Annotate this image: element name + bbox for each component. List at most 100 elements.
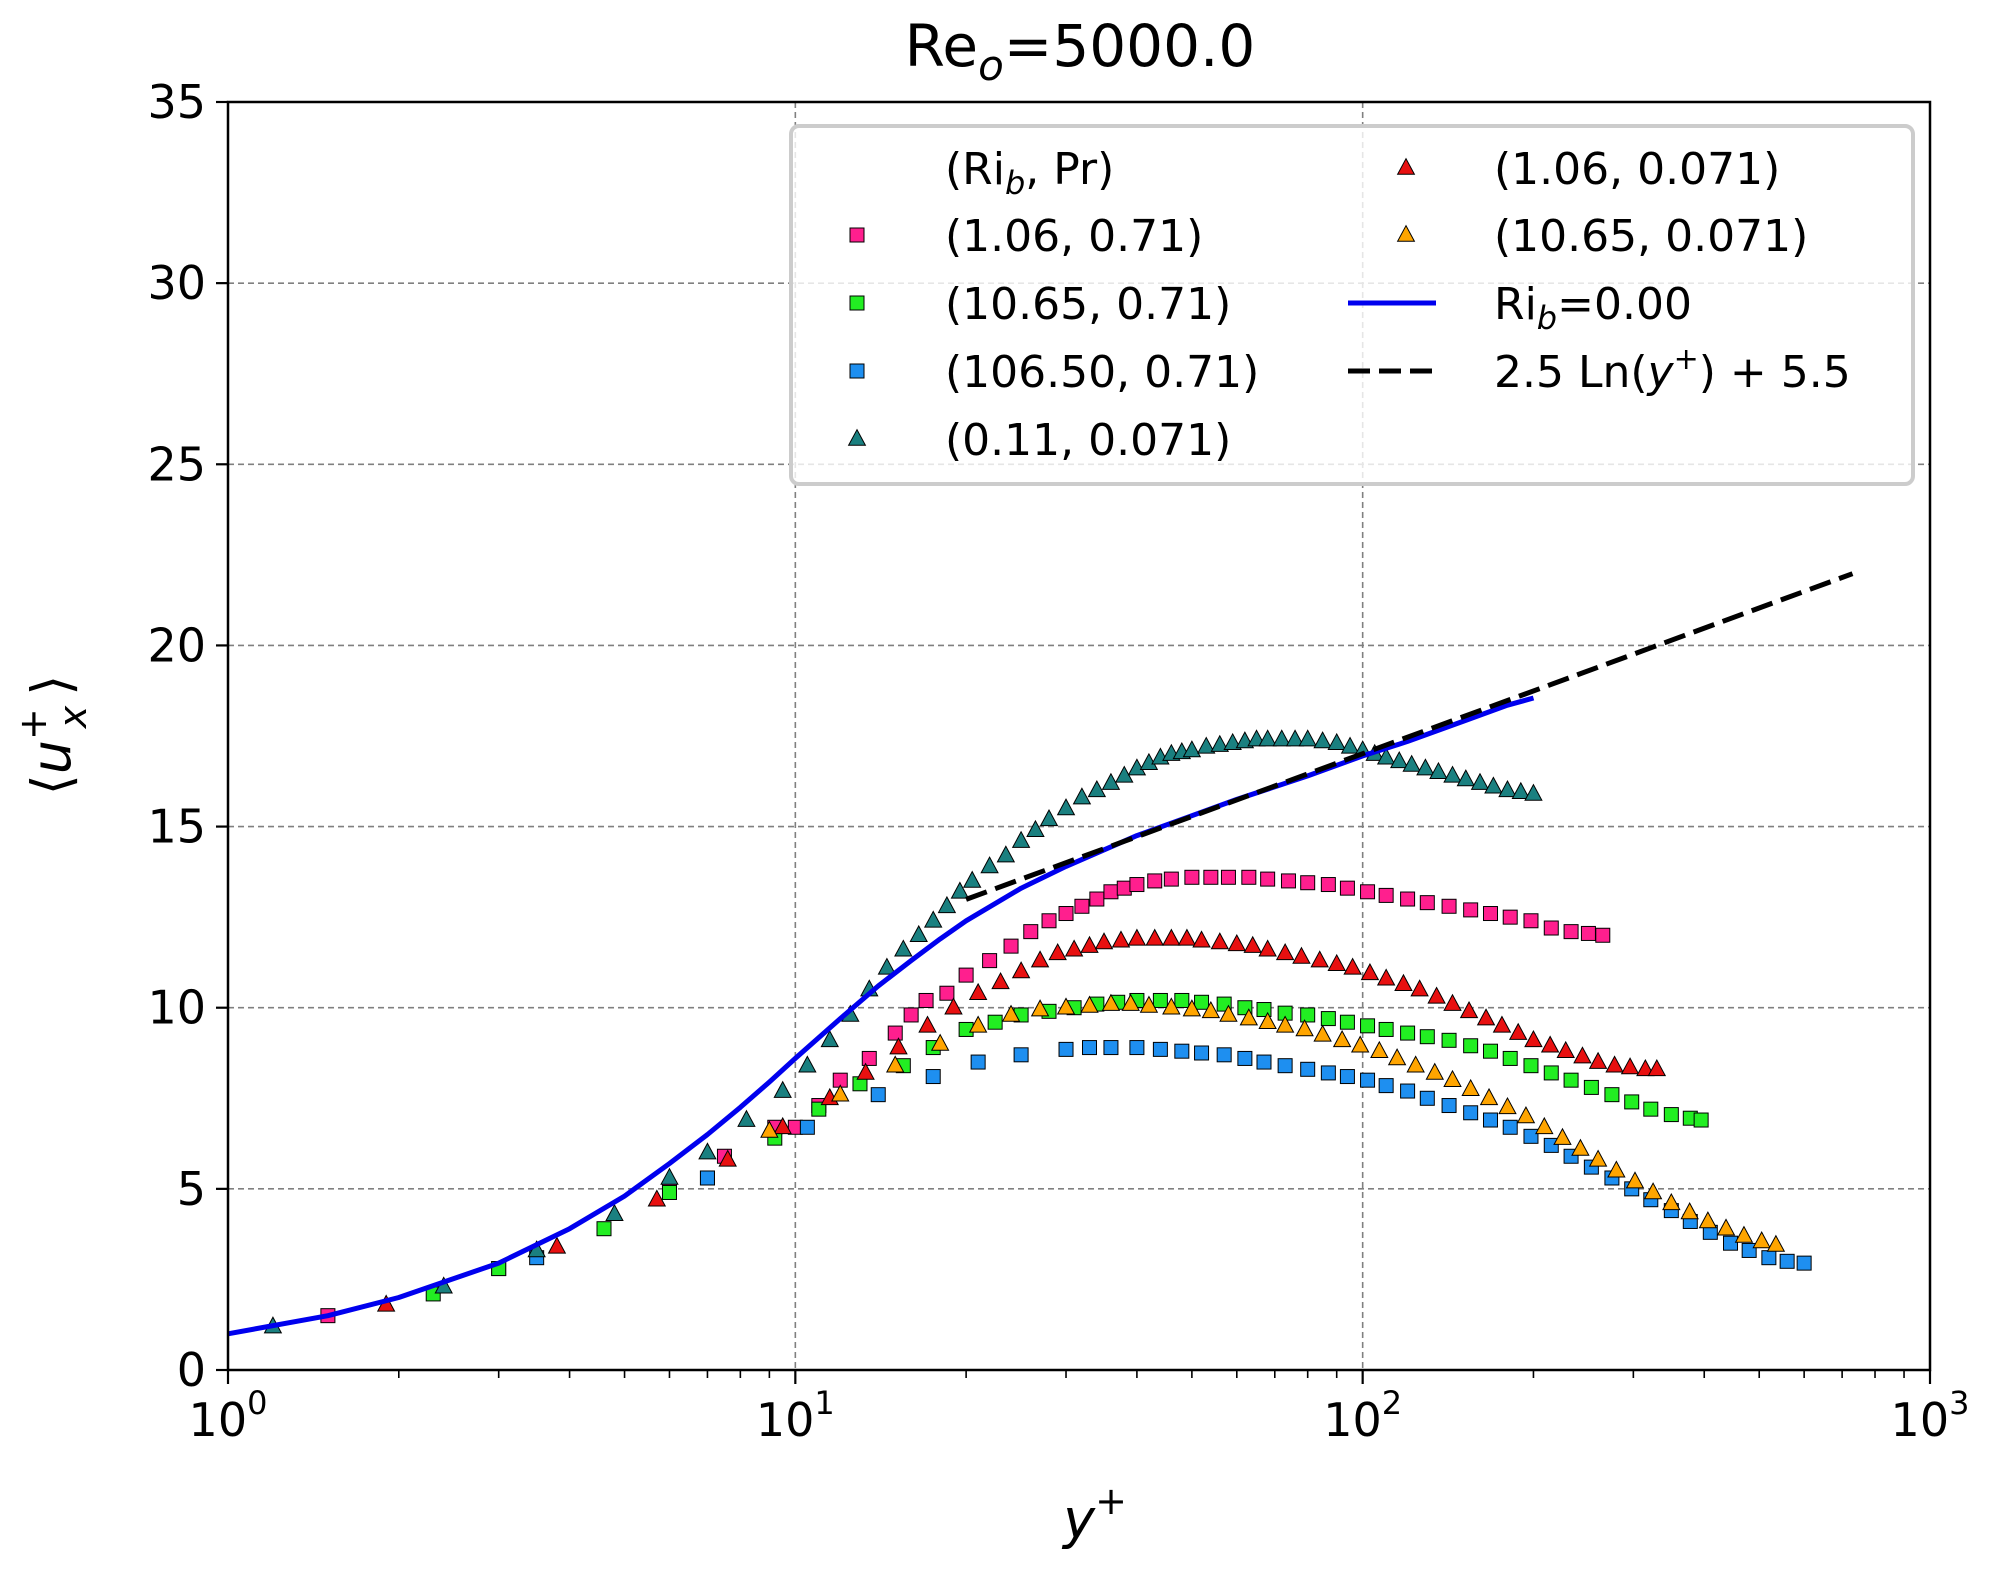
y-tick-label: 10 — [147, 981, 206, 1035]
data-point — [1129, 877, 1145, 893]
data-point — [547, 1236, 567, 1254]
x-tick-label: 100 — [189, 1384, 268, 1447]
data-point — [1741, 1242, 1757, 1258]
legend-marker — [849, 363, 865, 379]
data-point — [918, 1015, 937, 1033]
data-point — [1625, 1171, 1645, 1189]
legend-label: Rib=0.00 — [1494, 279, 1692, 337]
axes-layer: 0 5 10 15 20 25 30 35 100 101 102 103 — [147, 75, 1969, 1447]
data-point — [1556, 1040, 1575, 1058]
y-tick-label: 15 — [147, 800, 206, 854]
data-point — [887, 1025, 903, 1041]
data-point — [1013, 1047, 1029, 1063]
data-point — [1389, 751, 1409, 769]
log-law-line — [965, 571, 1854, 902]
y-axis-label-sub: x — [51, 705, 95, 729]
data-point — [1216, 1047, 1232, 1063]
data-point — [1327, 953, 1346, 972]
data-point — [1103, 884, 1119, 900]
legend-marker — [847, 428, 867, 446]
data-point — [1443, 1069, 1462, 1087]
data-point — [1524, 783, 1543, 801]
data-point — [1080, 935, 1099, 953]
data-point — [1482, 1112, 1498, 1128]
x-tick-label: 103 — [1891, 1384, 1970, 1447]
data-point — [811, 1101, 827, 1117]
data-point — [1425, 1062, 1445, 1080]
data-point — [1419, 895, 1435, 911]
data-point — [1320, 1065, 1336, 1081]
data-point — [1607, 1160, 1626, 1178]
legend-marker — [1396, 224, 1416, 242]
data-point — [1419, 1090, 1435, 1106]
data-point — [1001, 1004, 1021, 1022]
data-point — [885, 1055, 905, 1073]
data-point — [1280, 873, 1296, 889]
data-point — [1378, 1021, 1394, 1037]
legend-layer: (Rib, Pr) (1.06, 0.71) (10.65, 0.71) (106.5… — [789, 124, 1915, 486]
data-point — [1643, 1101, 1659, 1117]
y-tick-label: 0 — [177, 1343, 206, 1397]
data-point — [1298, 729, 1317, 747]
legend-label: (10.65, 0.071) — [1494, 211, 1808, 262]
data-point — [1350, 1035, 1370, 1053]
data-point — [1064, 939, 1084, 957]
data-point — [1402, 754, 1421, 772]
data-point — [1502, 1050, 1518, 1066]
data-point — [918, 992, 934, 1008]
data-point — [1339, 1069, 1355, 1085]
data-point — [1219, 1004, 1238, 1022]
data-point — [1482, 906, 1498, 922]
data-point — [661, 1184, 677, 1200]
data-point — [1492, 1015, 1512, 1033]
data-point — [982, 953, 998, 969]
y-axis-label-open: ⟨ — [20, 774, 83, 795]
data-point — [1588, 1149, 1608, 1167]
data-point — [1553, 1127, 1572, 1145]
data-point — [1275, 1015, 1295, 1033]
data-point — [1182, 999, 1202, 1017]
data-point — [1256, 1054, 1272, 1070]
data-point — [1400, 891, 1416, 907]
data-point — [1332, 1029, 1352, 1048]
data-point — [861, 1050, 877, 1066]
data-point — [1072, 787, 1092, 805]
data-point — [1502, 1119, 1518, 1135]
data-point — [1111, 930, 1131, 948]
series-5-points — [376, 928, 1667, 1312]
data-point — [1498, 1096, 1517, 1115]
data-point — [1523, 1058, 1539, 1074]
data-point — [1340, 736, 1360, 754]
data-point — [1258, 939, 1277, 957]
data-point — [1394, 973, 1413, 991]
data-point — [1194, 1045, 1210, 1061]
data-point — [1116, 880, 1132, 896]
data-point — [698, 1142, 717, 1160]
data-point — [1003, 938, 1019, 954]
data-point — [1604, 1087, 1620, 1103]
data-point — [1129, 1040, 1145, 1056]
data-point — [1400, 1025, 1416, 1041]
data-point — [962, 870, 982, 888]
data-point — [799, 1119, 815, 1135]
data-point — [1174, 992, 1190, 1008]
data-point — [1543, 1065, 1559, 1081]
data-point — [1210, 932, 1230, 950]
data-point — [958, 967, 974, 983]
data-point — [1400, 1083, 1416, 1099]
data-point — [1310, 950, 1329, 968]
data-point — [1174, 1043, 1190, 1059]
data-point — [1511, 781, 1531, 799]
data-point — [856, 1062, 875, 1080]
data-point — [1502, 909, 1518, 925]
data-point — [660, 1167, 679, 1185]
x-tick-label: 102 — [1323, 1384, 1402, 1447]
data-point — [1716, 1218, 1736, 1236]
data-point — [605, 1203, 624, 1222]
data-point — [1089, 891, 1105, 907]
data-point — [968, 1015, 988, 1033]
data-point — [1258, 729, 1277, 747]
data-point — [1011, 961, 1031, 979]
data-point — [1177, 928, 1197, 946]
data-point — [1227, 933, 1247, 952]
